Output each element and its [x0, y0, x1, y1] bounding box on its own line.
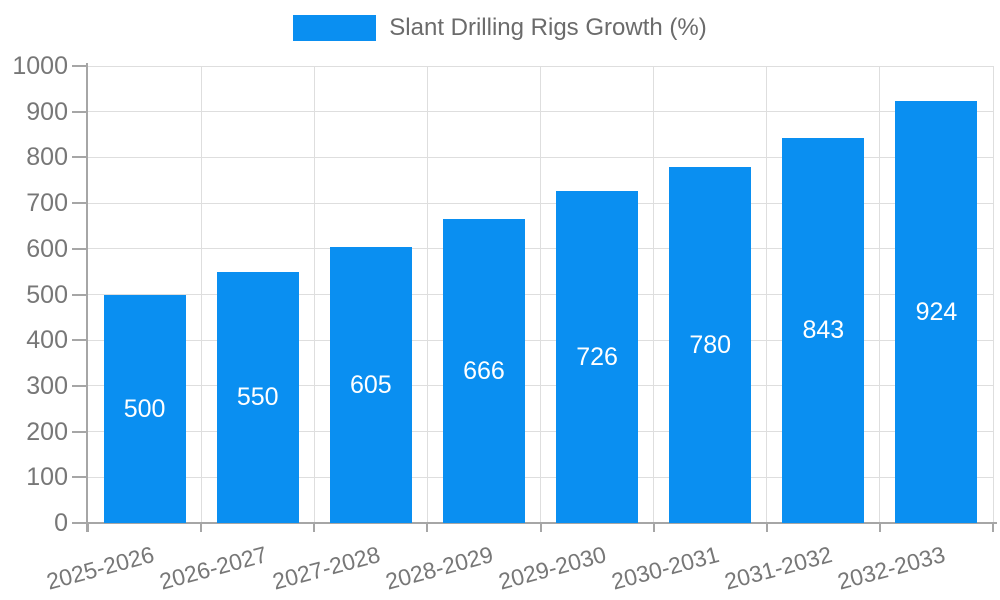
y-axis-tick: [72, 247, 88, 250]
y-axis-tick: [72, 65, 88, 67]
legend[interactable]: Slant Drilling Rigs Growth (%): [0, 15, 1000, 41]
y-tick-label: 1000: [12, 52, 68, 80]
x-axis-tick: [313, 523, 316, 532]
y-tick-label: 500: [26, 280, 68, 309]
bar: [216, 271, 299, 523]
x-gridline: [540, 66, 541, 523]
bar: [103, 294, 186, 523]
bar-value-label: 924: [915, 297, 958, 326]
bar: [782, 137, 865, 523]
bar-value-label: 666: [463, 356, 505, 385]
x-axis-tick: [765, 523, 768, 532]
y-axis-line: [86, 63, 88, 532]
y-axis-tick: [72, 202, 88, 205]
bar: [895, 100, 978, 523]
legend-label: Slant Drilling Rigs Growth (%): [389, 14, 707, 41]
y-axis-tick: [72, 110, 88, 113]
x-tick-label-text: 2025-2026: [43, 541, 157, 595]
bar-value-label: 550: [236, 383, 279, 412]
y-axis-tick: [72, 384, 88, 387]
y-axis-tick: [72, 293, 88, 296]
x-axis-tick: [878, 523, 881, 532]
y-tick-label: 800: [26, 143, 68, 172]
y-tick-label: 0: [54, 509, 68, 537]
y-axis-tick: [72, 476, 88, 479]
x-axis-tick: [87, 523, 89, 532]
bar-value-label: 843: [802, 316, 845, 345]
y-axis-tick: [72, 522, 88, 524]
bar: [669, 166, 752, 523]
bar-value-label: 500: [123, 394, 166, 423]
x-axis-tick: [200, 523, 203, 532]
y-tick-label: 900: [26, 97, 68, 126]
bar-value-label: 726: [576, 343, 618, 372]
bar-value-label: 780: [689, 330, 732, 359]
y-tick-label: 200: [26, 417, 68, 446]
x-gridline: [879, 66, 881, 523]
y-tick-label: 400: [26, 326, 68, 355]
x-axis-tick: [539, 523, 542, 532]
x-tick-label-text: 2026-2027: [156, 541, 270, 595]
x-gridline: [653, 66, 655, 523]
x-axis-tick: [426, 523, 429, 532]
bar: [556, 191, 639, 523]
y-tick-label: 100: [26, 463, 68, 492]
x-axis-line: [88, 522, 997, 524]
y-tick-label: 700: [26, 189, 68, 218]
x-tick-label-text: 2031-2032: [722, 541, 836, 595]
y-tick-label: 600: [26, 234, 68, 263]
bar: [442, 218, 525, 523]
legend-swatch: [293, 15, 377, 41]
x-gridline: [426, 66, 428, 523]
x-axis-tick: [992, 523, 994, 532]
y-axis-tick: [72, 339, 88, 342]
x-gridline: [766, 66, 768, 523]
x-tick-label-text: 2027-2028: [269, 541, 383, 595]
x-gridline: [200, 66, 202, 523]
y-tick-label: 300: [26, 371, 68, 400]
x-tick-label-text: 2032-2033: [835, 541, 949, 595]
x-axis-tick: [652, 523, 655, 532]
y-axis-tick: [72, 156, 88, 159]
y-axis-tick: [72, 430, 88, 433]
bar-value-label: 605: [349, 370, 392, 399]
bar: [329, 246, 412, 523]
x-gridline: [313, 66, 315, 523]
x-tick-label-text: 2030-2031: [608, 541, 722, 595]
x-tick-label-text: 2029-2030: [495, 541, 609, 595]
x-gridline: [992, 66, 994, 523]
x-tick-label-text: 2028-2029: [382, 541, 496, 595]
